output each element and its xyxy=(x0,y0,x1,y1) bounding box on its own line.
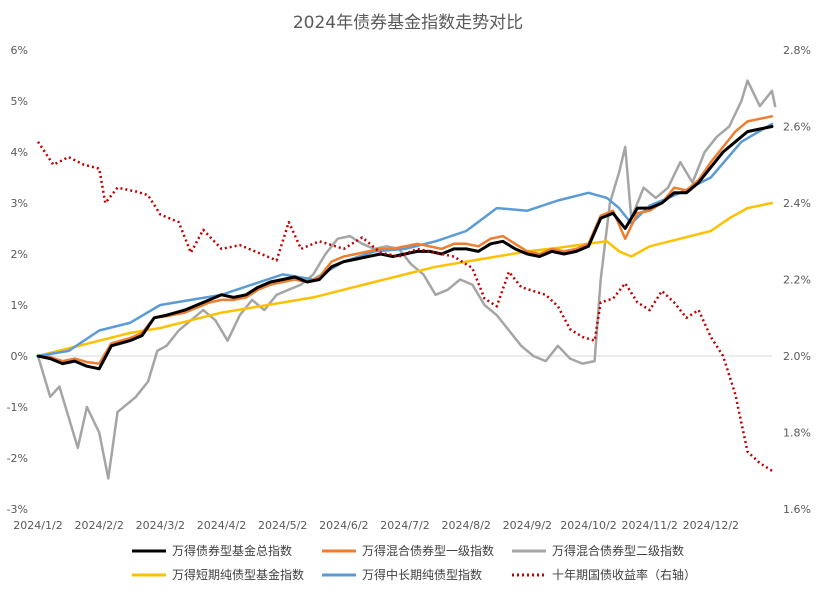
legend-label: 十年期国债收益率（右轴） xyxy=(552,567,696,582)
x-axis-tick: 2024/3/2 xyxy=(136,519,185,532)
left-axis-tick: -2% xyxy=(7,452,28,465)
right-axis-tick: 2.6% xyxy=(783,121,811,134)
left-axis-tick: -1% xyxy=(7,401,28,414)
series-line-5 xyxy=(36,141,773,472)
x-axis-tick: 2024/4/2 xyxy=(197,519,246,532)
left-axis-tick: 0% xyxy=(11,350,28,363)
right-axis-tick: 1.8% xyxy=(783,427,811,440)
legend-label: 万得混合债券型一级指数 xyxy=(362,543,494,558)
chart-title: 2024年债券基金指数走势对比 xyxy=(293,13,523,33)
x-axis-tick: 2024/2/2 xyxy=(74,519,123,532)
x-axis-tick: 2024/10/2 xyxy=(560,519,616,532)
left-axis-tick: 5% xyxy=(11,95,28,108)
left-axis-tick: 4% xyxy=(11,146,28,159)
x-axis-tick: 2024/12/2 xyxy=(683,519,739,532)
right-axis-tick: 1.6% xyxy=(783,503,811,516)
x-axis-tick: 2024/11/2 xyxy=(621,519,677,532)
legend-label: 万得债券型基金总指数 xyxy=(172,543,292,558)
right-axis-tick: 2.2% xyxy=(783,274,811,287)
series-line-3 xyxy=(36,201,774,358)
right-axis-tick: 2.4% xyxy=(783,197,811,210)
left-axis-tick: 1% xyxy=(11,299,28,312)
legend-label: 万得混合债券型二级指数 xyxy=(552,543,684,558)
x-axis-tick: 2024/1/2 xyxy=(13,519,62,532)
x-axis-tick: 2024/7/2 xyxy=(380,519,429,532)
series-line-2 xyxy=(36,79,777,480)
legend: 万得债券型基金总指数 万得混合债券型一级指数 万得混合债券型二级指数万得短期纯债型基… xyxy=(132,543,696,582)
x-axis: 2024/1/2 2024/2/2 2024/3/2 2024/4/2 2024/5/2… xyxy=(13,519,739,532)
series-line-0 xyxy=(36,125,774,371)
x-axis-tick: 2024/9/2 xyxy=(503,519,552,532)
left-axis-tick: -3% xyxy=(7,503,28,516)
x-axis-tick: 2024/6/2 xyxy=(319,519,368,532)
series-lines xyxy=(36,79,777,480)
left-axis-tick: 6% xyxy=(11,44,28,57)
legend-label: 万得短期纯债型基金指数 xyxy=(172,567,304,582)
right-axis-tick: 2.0% xyxy=(783,350,811,363)
left-axis-tick: 3% xyxy=(11,197,28,210)
left-axis-tick: 2% xyxy=(11,248,28,261)
right-axis-tick: 2.8% xyxy=(783,44,811,57)
x-axis-tick: 2024/8/2 xyxy=(441,519,490,532)
right-axis: 1.6% 1.8% 2.0% 2.2% 2.4% 2.6% 2.8% xyxy=(783,44,811,516)
legend-label: 万得中长期纯债型指数 xyxy=(362,567,482,582)
x-axis-tick: 2024/5/2 xyxy=(258,519,307,532)
left-axis: -3% -2% -1% 0% 1% 2% 3% 4% 5% 6% xyxy=(7,44,28,516)
